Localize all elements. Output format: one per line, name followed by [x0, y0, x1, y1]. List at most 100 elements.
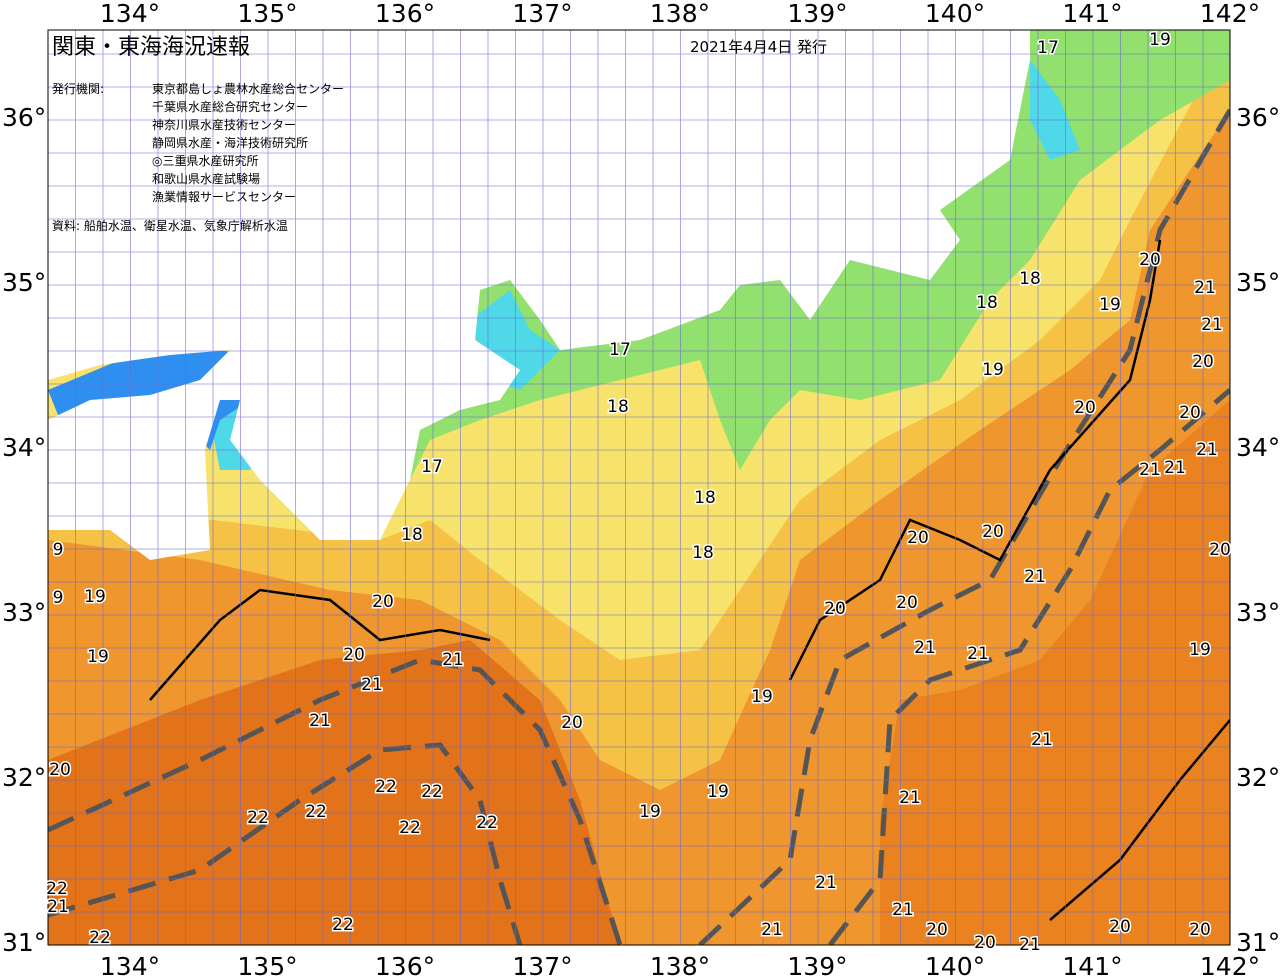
isotherm-label: 20 — [926, 920, 948, 940]
isotherm-label: 21 — [892, 900, 914, 920]
longitude-label: 138° — [650, 0, 710, 28]
latitude-label: 31° — [1236, 928, 1280, 957]
isotherm-label: 20 — [1139, 250, 1161, 270]
isotherm-label: 22 — [476, 813, 498, 833]
isotherm-label: 9 — [53, 588, 64, 608]
longitude-label: 138° — [650, 952, 710, 980]
isotherm-label: 9 — [53, 540, 64, 560]
latitude-label: 34° — [1236, 433, 1280, 462]
longitude-label: 140° — [925, 952, 985, 980]
isotherm-label: 20 — [49, 760, 71, 780]
isotherm-label: 20 — [1209, 540, 1231, 560]
longitude-label: 141° — [1062, 952, 1122, 980]
issuer-label: 発行機関: — [52, 81, 104, 96]
latitude-label: 33° — [2, 598, 46, 627]
isotherm-label: 20 — [1074, 398, 1096, 418]
isotherm-label: 21 — [914, 638, 936, 658]
longitude-label: 136° — [375, 952, 435, 980]
isotherm-label: 21 — [1031, 730, 1053, 750]
isotherm-label: 21 — [899, 788, 921, 808]
latitude-label: 31° — [2, 928, 46, 957]
isotherm-label: 19 — [87, 647, 109, 667]
isotherm-label: 19 — [1099, 295, 1121, 315]
longitude-label: 139° — [787, 0, 847, 28]
isotherm-label: 21 — [309, 711, 331, 731]
isotherm-label: 22 — [375, 777, 397, 797]
isotherm-label: 19 — [1189, 640, 1211, 660]
longitude-label: 135° — [237, 952, 297, 980]
map-frame — [47, 29, 1231, 946]
isotherm-label: 20 — [343, 645, 365, 665]
isotherm-label: 20 — [982, 522, 1004, 542]
current-front — [48, 108, 1230, 945]
issuer: 東京都島しょ農林水産総合センター — [152, 81, 344, 96]
latitude-label: 36° — [2, 103, 46, 132]
isotherm-label: 22 — [89, 928, 111, 948]
isotherm-label: 19 — [751, 687, 773, 707]
issuer: ◎三重県水産研究所 — [152, 153, 258, 168]
isotherm — [149, 239, 1230, 921]
isotherm-label: 22 — [247, 808, 269, 828]
latitude-label: 32° — [1236, 763, 1280, 792]
latitude-label: 36° — [1236, 103, 1280, 132]
isotherm-label: 21 — [967, 644, 989, 664]
longitude-label: 139° — [787, 952, 847, 980]
isotherm-label: 19 — [639, 802, 661, 822]
isotherm-label: 18 — [692, 543, 714, 563]
isotherm-label: 17 — [1037, 38, 1059, 58]
isotherm-label: 22 — [305, 802, 327, 822]
isotherm-label: 21 — [1201, 315, 1223, 335]
latitude-label: 35° — [1236, 268, 1280, 297]
graticule — [47, 30, 1230, 946]
isotherm-label: 18 — [607, 397, 629, 417]
isotherm-label: 20 — [907, 528, 929, 548]
isotherm-label: 22 — [399, 818, 421, 838]
isotherm-label: 20 — [372, 592, 394, 612]
isotherm-label: 20 — [561, 713, 583, 733]
land — [48, 30, 1030, 560]
isotherm-label: 21 — [1139, 460, 1161, 480]
longitude-label: 136° — [375, 0, 435, 28]
isotherm-label: 18 — [694, 488, 716, 508]
isotherm-label: 22 — [421, 782, 443, 802]
isotherm-label: 18 — [976, 293, 998, 313]
isotherm-label: 18 — [1019, 269, 1041, 289]
longitude-label: 141° — [1062, 0, 1122, 28]
latitude-label: 35° — [2, 268, 46, 297]
isotherm-label: 20 — [1192, 352, 1214, 372]
longitude-label: 140° — [925, 0, 985, 28]
longitude-label: 142° — [1200, 952, 1260, 980]
data-source: 資料: 船舶水温、衛星水温、気象庁解析水温 — [52, 218, 288, 233]
isotherm-label: 19 — [707, 782, 729, 802]
issuer: 漁業情報サービスセンター — [152, 190, 296, 204]
sst-21-band — [880, 400, 1230, 945]
isotherm-label: 22 — [46, 879, 68, 899]
isotherm-label: 21 — [1164, 458, 1186, 478]
latitude-label: 32° — [2, 763, 46, 792]
isotherm-label: 18 — [401, 525, 423, 545]
isotherm-label: 21 — [1024, 567, 1046, 587]
issuer: 静岡県水産・海洋技術研究所 — [152, 135, 308, 150]
isotherm-label: 20 — [896, 593, 918, 613]
longitude-label: 137° — [512, 0, 572, 28]
isotherm-label: 21 — [442, 650, 464, 670]
longitude-label: 142° — [1200, 0, 1260, 28]
latitude-label: 33° — [1236, 598, 1280, 627]
sea-surface-temperature — [48, 30, 1230, 945]
longitude-label: 134° — [100, 0, 160, 28]
issue-date: 2021年4月4日 発行 — [690, 38, 827, 56]
issuer: 和歌山県水産試験場 — [152, 171, 260, 186]
isotherm-label: 21 — [1194, 278, 1216, 298]
isotherm-label: 19 — [84, 587, 106, 607]
issuer: 神奈川県水産技術センター — [152, 117, 296, 132]
issuer: 千葉県水産総合研究センター — [152, 99, 308, 114]
isotherm-label: 17 — [609, 340, 631, 360]
isotherm-label: 20 — [1189, 920, 1211, 940]
longitude-label: 135° — [237, 0, 297, 28]
isotherm-label: 19 — [1149, 30, 1171, 50]
sst-16 — [1030, 60, 1080, 160]
isotherm-label: 21 — [361, 675, 383, 695]
isotherm-label: 20 — [974, 933, 996, 953]
map-title: 関東・東海海況速報 — [52, 35, 250, 60]
